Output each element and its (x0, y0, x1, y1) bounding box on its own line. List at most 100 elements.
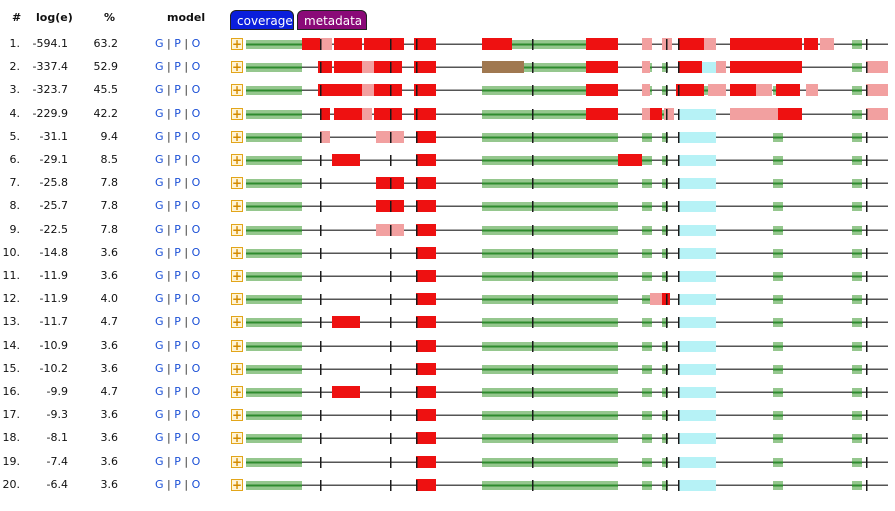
hit-segment (730, 61, 802, 74)
domain-core (246, 484, 302, 487)
model-link-p[interactable]: P (174, 199, 181, 213)
model-link-o[interactable]: O (191, 153, 201, 166)
model-link-o[interactable]: O (191, 245, 201, 259)
domain-core (852, 298, 862, 301)
expand-row-button[interactable]: + (231, 83, 243, 98)
model-link-g[interactable]: G (155, 408, 164, 422)
expand-row-button[interactable]: + (231, 199, 243, 214)
model-link-p[interactable]: P (174, 269, 181, 282)
model-link-o[interactable]: O (191, 408, 201, 422)
tab-metadata[interactable]: metadata (297, 10, 367, 30)
expand-row-button[interactable]: + (231, 408, 243, 423)
expand-row-button[interactable]: + (231, 129, 243, 144)
model-link-o[interactable]: O (191, 199, 201, 213)
model-link-o[interactable]: O (191, 129, 201, 143)
expand-row-button[interactable]: + (231, 431, 243, 446)
model-link-g[interactable]: G (155, 60, 164, 74)
model-link-g[interactable]: G (155, 338, 164, 352)
model-link-g[interactable]: G (155, 454, 164, 468)
model-link-p[interactable]: P (174, 60, 181, 74)
expand-row-button[interactable]: + (231, 37, 243, 51)
table-row: 16. -9.9 4.7 G | P | O + (0, 381, 895, 404)
model-link-g[interactable]: G (155, 292, 164, 306)
expand-row-button[interactable]: + (231, 292, 243, 307)
expand-row-button[interactable]: + (231, 269, 243, 283)
model-link-o[interactable]: O (191, 60, 201, 74)
model-link-p[interactable]: P (174, 245, 181, 259)
model-link-o[interactable]: O (191, 106, 201, 120)
model-link-o[interactable]: O (191, 361, 201, 375)
model-link-o[interactable]: O (191, 83, 201, 97)
expand-row-button[interactable]: + (231, 245, 243, 260)
tab-coverage[interactable]: coverage (230, 10, 294, 30)
table-row: 11. -11.9 3.6 G | P | O + (0, 265, 895, 288)
domain-core (642, 159, 652, 162)
model-link-g[interactable]: G (155, 176, 164, 190)
expand-row-button[interactable]: + (231, 385, 243, 399)
model-link-p[interactable]: P (174, 83, 181, 97)
hit-segment (318, 84, 334, 97)
expand-row-button[interactable]: + (231, 315, 243, 330)
model-link-g[interactable]: G (155, 37, 164, 50)
model-link-p[interactable]: P (174, 477, 181, 491)
model-link-o[interactable]: O (191, 269, 201, 282)
expand-row-button[interactable]: + (231, 222, 243, 237)
model-link-p[interactable]: P (174, 385, 181, 398)
row-loge: -14.8 (39, 245, 68, 259)
tick-mark (390, 271, 392, 282)
model-link-p[interactable]: P (174, 454, 181, 468)
model-link-p[interactable]: P (174, 361, 181, 375)
expand-row-button[interactable]: + (231, 477, 243, 492)
domain-core (482, 484, 618, 487)
expand-row-button[interactable]: + (231, 454, 243, 469)
expand-row-button[interactable]: + (231, 338, 243, 353)
expand-row-button[interactable]: + (231, 60, 243, 75)
model-link-p[interactable]: P (174, 338, 181, 352)
expand-row-button[interactable]: + (231, 153, 243, 167)
model-link-o[interactable]: O (191, 222, 201, 236)
domain-core (773, 159, 783, 162)
model-link-g[interactable]: G (155, 431, 164, 445)
model-link-p[interactable]: P (174, 408, 181, 422)
model-link-g[interactable]: G (155, 106, 164, 120)
domain-core (246, 229, 302, 232)
model-link-o[interactable]: O (191, 431, 201, 445)
model-link-p[interactable]: P (174, 315, 181, 329)
model-link-o[interactable]: O (191, 385, 201, 398)
model-link-p[interactable]: P (174, 129, 181, 143)
tick-mark (666, 201, 668, 213)
model-link-p[interactable]: P (174, 292, 181, 306)
expand-row-button[interactable]: + (231, 176, 243, 191)
model-link-g[interactable]: G (155, 245, 164, 259)
model-link-o[interactable]: O (191, 292, 201, 306)
domain-core (246, 43, 302, 46)
model-link-o[interactable]: O (191, 477, 201, 491)
model-link-p[interactable]: P (174, 37, 181, 50)
model-link-g[interactable]: G (155, 83, 164, 97)
model-link-o[interactable]: O (191, 37, 201, 50)
model-link-p[interactable]: P (174, 106, 181, 120)
model-link-g[interactable]: G (155, 361, 164, 375)
expand-row-button[interactable]: + (231, 106, 243, 121)
model-link-g[interactable]: G (155, 129, 164, 143)
table-row: 14. -10.9 3.6 G | P | O + (0, 335, 895, 358)
model-link-g[interactable]: G (155, 153, 164, 166)
model-link-separator: | (184, 222, 189, 236)
expand-row-button[interactable]: + (231, 361, 243, 376)
model-link-g[interactable]: G (155, 199, 164, 213)
model-link-p[interactable]: P (174, 153, 181, 166)
model-link-separator: | (167, 153, 171, 166)
model-link-o[interactable]: O (191, 315, 201, 329)
model-link-o[interactable]: O (191, 176, 201, 190)
model-link-o[interactable]: O (191, 338, 201, 352)
model-link-g[interactable]: G (155, 385, 164, 398)
model-link-p[interactable]: P (174, 222, 181, 236)
model-link-g[interactable]: G (155, 222, 164, 236)
model-link-p[interactable]: P (174, 431, 181, 445)
model-link-g[interactable]: G (155, 315, 164, 329)
hit-segment (866, 84, 888, 97)
model-link-g[interactable]: G (155, 269, 164, 282)
model-link-g[interactable]: G (155, 477, 164, 491)
model-link-p[interactable]: P (174, 176, 181, 190)
model-link-o[interactable]: O (191, 454, 201, 468)
